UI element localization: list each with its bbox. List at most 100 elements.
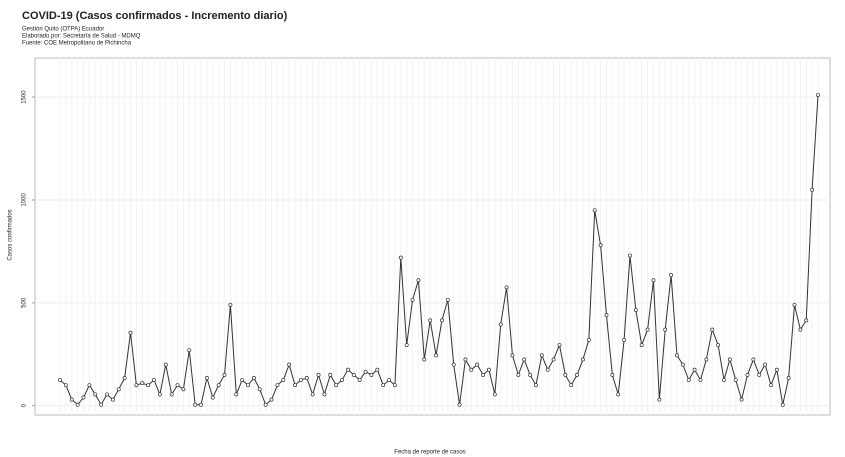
- point: [469, 367, 474, 372]
- point: [763, 362, 768, 367]
- point: [739, 397, 744, 402]
- point: [128, 330, 133, 335]
- point: [545, 367, 550, 372]
- point: [622, 337, 627, 342]
- point: [334, 383, 339, 388]
- subtitle: Gestión Quito (OTPA) Ecuador: [22, 27, 104, 33]
- point: [181, 387, 186, 392]
- point: [675, 353, 679, 358]
- point: [498, 322, 503, 327]
- y-axis-title: Casos confirmados: [8, 209, 14, 260]
- point: [116, 387, 121, 392]
- point: [357, 378, 362, 382]
- point: [551, 357, 556, 362]
- point: [492, 392, 497, 397]
- point: [199, 402, 203, 407]
- point: [187, 348, 192, 353]
- point: [240, 378, 245, 382]
- point: [604, 313, 609, 318]
- y-tick-label: 1000: [22, 193, 28, 207]
- point: [298, 378, 303, 382]
- point: [228, 302, 233, 307]
- point: [798, 327, 803, 332]
- subtitle: Elaborado por: Secretaría de Salud - MDM…: [22, 34, 141, 40]
- point: [639, 343, 644, 347]
- point: [810, 187, 815, 192]
- point: [110, 397, 115, 402]
- point: [322, 392, 327, 397]
- point: [387, 378, 392, 382]
- point: [234, 392, 239, 397]
- point: [281, 378, 286, 382]
- point: [727, 357, 732, 362]
- point: [87, 383, 92, 388]
- point: [698, 378, 703, 382]
- point: [157, 392, 162, 397]
- plot-frame: [34, 57, 831, 416]
- point: [392, 383, 397, 388]
- y-tick-label: 1500: [22, 90, 28, 104]
- y-tick-label: 0: [22, 403, 28, 407]
- point: [363, 369, 368, 374]
- point: [692, 367, 697, 372]
- point: [410, 297, 415, 302]
- point: [722, 378, 726, 382]
- point: [216, 383, 221, 388]
- point: [169, 392, 174, 397]
- point: [152, 378, 156, 382]
- point: [445, 297, 450, 302]
- point: [381, 383, 386, 388]
- point: [146, 383, 151, 388]
- point: [598, 243, 603, 248]
- point: [81, 395, 86, 400]
- point: [780, 402, 785, 407]
- point: [175, 383, 180, 388]
- point: [651, 278, 656, 283]
- point: [616, 392, 621, 397]
- point: [345, 367, 350, 372]
- point: [733, 378, 738, 382]
- point: [628, 253, 632, 258]
- point: [774, 367, 779, 372]
- point: [428, 318, 433, 323]
- chart-title: COVID-19 (Casos confirmados - Incremento…: [22, 10, 288, 22]
- point: [63, 383, 68, 388]
- point: [680, 362, 685, 367]
- point: [398, 255, 403, 260]
- point: [369, 372, 374, 377]
- point: [657, 397, 662, 402]
- point: [463, 357, 468, 362]
- subtitle: Fuente: COE Metropolitano de Pichincha: [22, 41, 132, 47]
- point: [610, 372, 615, 377]
- point: [58, 378, 62, 382]
- point: [134, 383, 139, 388]
- point: [769, 383, 773, 388]
- point: [704, 357, 709, 362]
- point: [246, 383, 250, 388]
- point: [786, 376, 791, 380]
- point: [210, 395, 215, 400]
- point: [481, 372, 486, 377]
- point: [457, 402, 462, 407]
- point: [586, 337, 591, 342]
- point: [340, 378, 344, 382]
- point: [75, 402, 80, 407]
- point: [539, 353, 544, 358]
- line: [59, 95, 819, 406]
- point: [263, 402, 268, 407]
- point: [792, 302, 797, 307]
- point: [710, 327, 715, 332]
- point: [404, 343, 409, 347]
- point: [669, 273, 674, 278]
- point: [686, 378, 691, 382]
- point: [416, 278, 421, 283]
- point: [293, 383, 297, 388]
- point: [375, 367, 380, 372]
- point: [193, 402, 198, 407]
- point: [745, 372, 750, 377]
- point: [663, 327, 668, 332]
- point: [451, 362, 456, 367]
- point: [140, 381, 145, 386]
- point: [804, 318, 809, 323]
